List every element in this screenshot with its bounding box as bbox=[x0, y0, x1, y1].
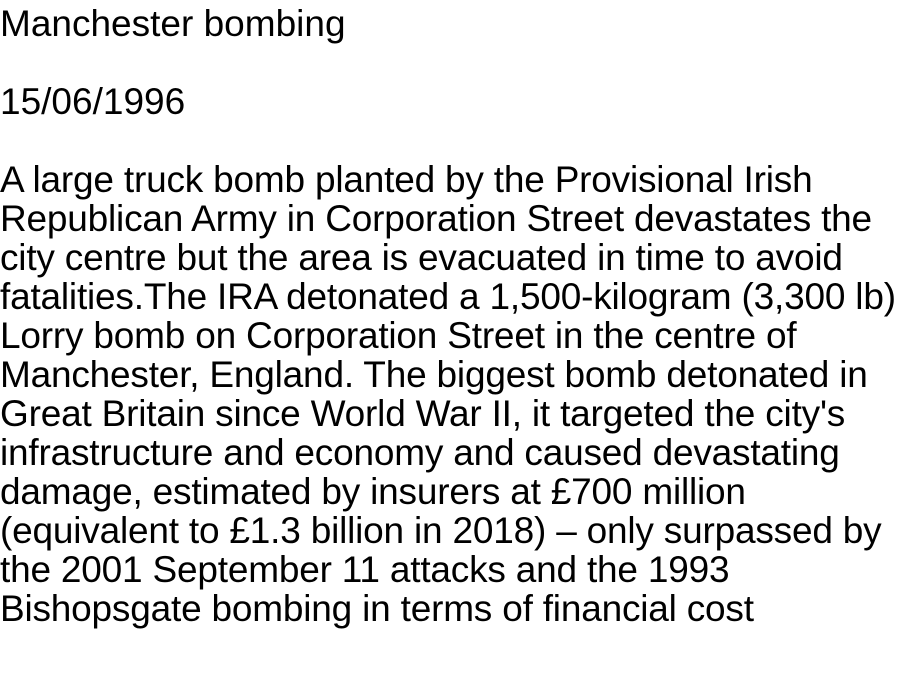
event-date: 15/06/1996 bbox=[0, 81, 186, 122]
document-title: Manchester bombing bbox=[0, 3, 346, 44]
event-description: A large truck bomb planted by the Provis… bbox=[0, 159, 896, 629]
